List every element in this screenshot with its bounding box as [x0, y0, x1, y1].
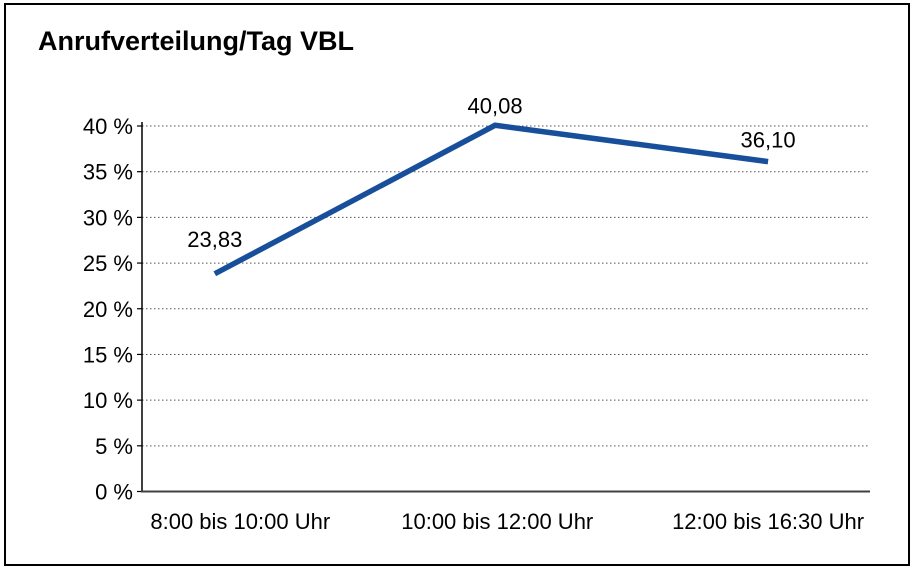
y-tick-label: 30 %	[83, 205, 133, 230]
y-tick-label: 15 %	[83, 342, 133, 367]
chart-title: Anrufverteilung/Tag VBL	[38, 26, 355, 56]
chart-frame	[4, 3, 910, 566]
y-tick-label: 40 %	[83, 114, 133, 139]
y-tick-label: 35 %	[83, 160, 133, 185]
data-series-line	[213, 122, 769, 277]
x-category-label: 12:00 bis 16:30 Uhr	[672, 509, 864, 534]
data-point-label: 36,10	[741, 128, 796, 153]
data-point-label: 23,83	[187, 227, 242, 252]
y-tick-label: 25 %	[83, 251, 133, 276]
y-tick-label: 10 %	[83, 388, 133, 413]
y-tick-label: 0 %	[95, 480, 133, 505]
x-category-label: 8:00 bis 10:00 Uhr	[150, 509, 330, 534]
x-category-label: 10:00 bis 12:00 Uhr	[401, 509, 593, 534]
y-tick-label: 20 %	[83, 297, 133, 322]
data-point-label: 40,08	[468, 93, 523, 118]
y-tick-label: 5 %	[95, 434, 133, 459]
